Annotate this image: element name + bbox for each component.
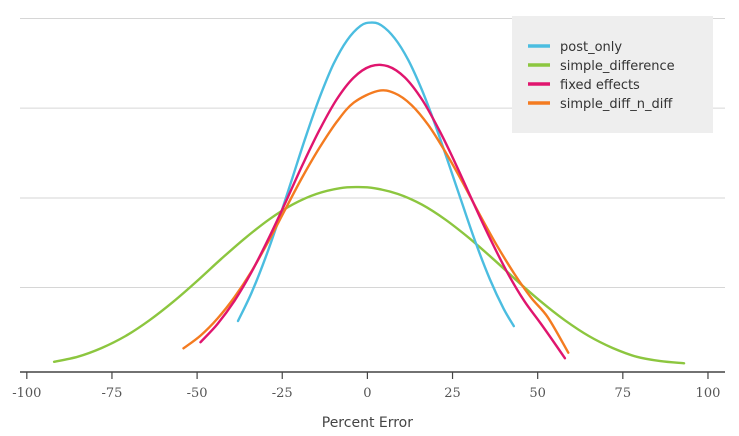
x-axis-title: Percent Error xyxy=(322,415,413,431)
legend-label: simple_difference xyxy=(560,59,675,74)
x-tick-label: -100 xyxy=(12,386,41,401)
x-tick-label: 25 xyxy=(444,386,461,401)
series-line-fixed-effects xyxy=(199,63,567,360)
x-axis-ticks: -100 -75 -50 -25 0 25 50 75 100 xyxy=(12,372,720,401)
x-tick-label: 75 xyxy=(615,386,632,401)
legend-label: post_only xyxy=(560,40,622,55)
x-tick-label: 0 xyxy=(363,386,371,401)
series-line-post-only xyxy=(236,21,515,328)
x-tick-label: -75 xyxy=(101,386,122,401)
legend-label: simple_diff_n_diff xyxy=(560,97,673,112)
series-line-simple-difference xyxy=(52,185,686,365)
legend-background xyxy=(512,16,713,133)
series-lines xyxy=(52,21,686,365)
x-tick-label: -50 xyxy=(187,386,208,401)
x-tick-label: 50 xyxy=(529,386,546,401)
x-tick-label: 100 xyxy=(696,386,721,401)
legend-label: fixed effects xyxy=(560,78,640,93)
x-tick-label: -25 xyxy=(272,386,293,401)
